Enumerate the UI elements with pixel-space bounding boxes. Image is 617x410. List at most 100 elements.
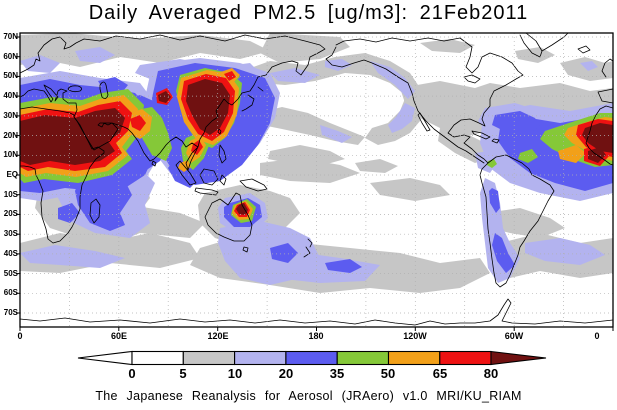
pm-gray-blob xyxy=(260,33,350,63)
pm-green-blob xyxy=(518,149,538,163)
pm-blue-blob xyxy=(489,188,500,213)
lat-ticks xyxy=(16,36,20,314)
colorbar-bin-20-35 xyxy=(285,350,338,366)
lat-label-eq: EQ xyxy=(6,170,18,179)
pm-red-blob xyxy=(130,115,146,131)
pm-lavender-blob xyxy=(388,103,415,133)
colorbar-tick-20: 20 xyxy=(278,366,294,381)
coastline-north-america-west xyxy=(325,46,485,164)
colorbar-bin-5-10 xyxy=(182,350,236,366)
pm-darkred-blob xyxy=(186,79,230,135)
colorbar-arrow-above xyxy=(490,350,547,366)
page-title: Daily Averaged PM2.5 [ug/m3]: 21Feb2011 xyxy=(88,2,529,24)
lat-label-60s: 60S xyxy=(3,288,18,297)
pm-darkred-blob xyxy=(20,108,125,165)
coastline-taiwan xyxy=(217,128,222,135)
pm-gray-blob xyxy=(485,208,565,238)
pm-darkred-blob xyxy=(236,203,248,215)
pm-lavender-blob xyxy=(525,238,605,265)
coastline-britain-sliver xyxy=(601,58,614,78)
coastline-philippines xyxy=(218,144,227,164)
pm-gray-blob xyxy=(260,158,360,183)
lon-label-0-left: 0 xyxy=(17,331,23,341)
lat-label-70s: 70S xyxy=(3,308,18,317)
coastlines xyxy=(19,32,614,326)
pm-lavender-blob xyxy=(320,125,352,143)
colorbar-tick-35: 35 xyxy=(329,366,345,381)
pm-orange-blob xyxy=(558,145,586,163)
colorbar-tick-5: 5 xyxy=(179,366,187,381)
pm-lavender-blob xyxy=(580,61,598,71)
pm-blue-blob xyxy=(492,233,515,273)
lat-label-20n: 20N xyxy=(3,131,18,140)
colorbar-tick-65: 65 xyxy=(432,366,448,381)
coastline-cuba xyxy=(471,130,491,140)
map-frame-group xyxy=(16,32,614,331)
lat-label-30s: 30S xyxy=(3,229,18,238)
lat-label-70n: 70N xyxy=(3,32,18,41)
lat-label-40s: 40S xyxy=(3,249,18,258)
coastline-madagascar xyxy=(89,198,101,224)
pm-lavender-blob xyxy=(270,68,320,83)
pm-blue-blob xyxy=(325,259,362,273)
pm-blue-blob xyxy=(492,111,540,133)
colorbar-bin-65-80 xyxy=(439,350,492,366)
lon-label-0-right: 0 xyxy=(594,331,600,341)
coastline-black-sea xyxy=(67,85,82,93)
colorbar-bin-35-50 xyxy=(336,350,390,366)
world-pm25-map xyxy=(16,32,614,331)
colorbar-bin-10-20 xyxy=(234,350,287,366)
pm-gray-blob xyxy=(515,47,555,63)
lat-label-30n: 30N xyxy=(3,111,18,120)
coastline-west-africa-sliver xyxy=(585,105,614,166)
pm-field-darkred-layer xyxy=(20,79,613,215)
coastline-sulawesi xyxy=(219,174,227,186)
coastline-sumatra xyxy=(175,160,197,186)
coastline-japan xyxy=(241,86,264,112)
lat-label-20s: 20S xyxy=(3,209,18,218)
lat-label-10n: 10N xyxy=(3,150,18,159)
pm-darkred-blob xyxy=(158,91,171,103)
coastline-north-america xyxy=(335,37,524,164)
colorbar-tick-80: 80 xyxy=(483,366,499,381)
coastline-great-lakes xyxy=(463,74,481,84)
coastline-sri-lanka xyxy=(151,160,157,167)
colorbar xyxy=(77,350,547,366)
lat-label-40n: 40N xyxy=(3,91,18,100)
lat-label-50s: 50S xyxy=(3,269,18,278)
coastline-eurasia xyxy=(19,34,326,171)
coastline-australia xyxy=(204,192,253,242)
pm-lavender-blob xyxy=(370,61,415,99)
pm-gray-blob xyxy=(370,178,450,201)
colorbar-arrow-below xyxy=(77,350,133,366)
coastline-tasmania xyxy=(242,246,249,253)
coastline-baja xyxy=(417,112,431,132)
lat-label-10s: 10S xyxy=(3,190,18,199)
lat-label-50n: 50N xyxy=(3,71,18,80)
pm-blue-blob xyxy=(58,203,80,223)
colorbar-tick-10: 10 xyxy=(227,366,243,381)
pm-lavender-blob xyxy=(20,55,60,73)
lon-label-120w: 120W xyxy=(403,331,427,341)
lon-label-120e: 120E xyxy=(207,331,229,341)
colorbar-bin-50-65 xyxy=(387,350,441,366)
coastline-south-america xyxy=(479,154,555,288)
lon-label-60w: 60W xyxy=(504,331,524,341)
coastline-hispaniola xyxy=(491,138,500,144)
pm-blue-blob xyxy=(270,243,298,263)
source-caption: The Japanese Reanalysis for Aerosol (JRA… xyxy=(95,389,522,403)
pm-lavender-blob xyxy=(75,47,115,63)
pm-red-blob xyxy=(224,71,236,81)
coastline-iceland xyxy=(577,45,591,54)
colorbar-bin-0-5 xyxy=(131,350,184,366)
coastline-iberia-sliver xyxy=(597,88,614,104)
lon-label-60e: 60E xyxy=(110,331,127,341)
pm-lavender-blob xyxy=(20,245,125,268)
coastline-new-zealand xyxy=(303,238,313,258)
pm-lavender-blob xyxy=(325,59,352,71)
colorbar-tick-50: 50 xyxy=(380,366,396,381)
pm-gray-blob xyxy=(420,39,475,53)
pm-blue-blob xyxy=(75,173,132,231)
colorbar-tick-0: 0 xyxy=(128,366,136,381)
